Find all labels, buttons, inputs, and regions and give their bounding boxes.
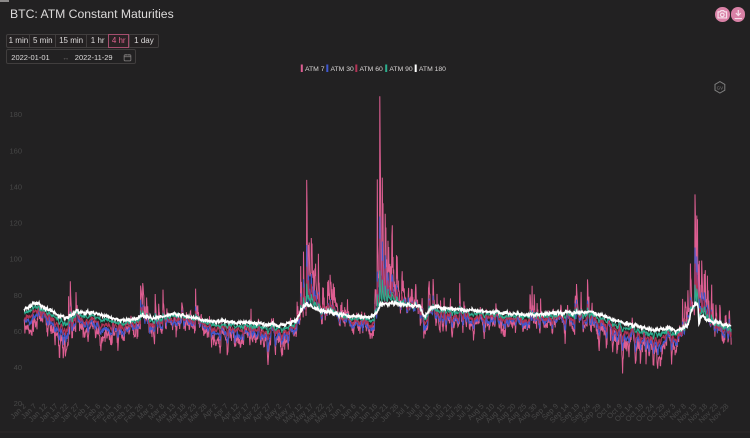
svg-text:180: 180	[9, 110, 22, 119]
svg-text:ATM 60: ATM 60	[360, 66, 384, 73]
svg-text:120: 120	[9, 219, 22, 228]
svg-text:ATM 180: ATM 180	[419, 66, 446, 73]
svg-text:ATM 30: ATM 30	[331, 66, 355, 73]
svg-text:ATM 7: ATM 7	[305, 66, 325, 73]
svg-text:140: 140	[9, 182, 22, 191]
svg-text:GV: GV	[717, 85, 724, 90]
svg-text:80: 80	[14, 291, 22, 300]
svg-text:100: 100	[9, 255, 22, 264]
svg-text:20: 20	[14, 399, 22, 408]
svg-text:40: 40	[14, 363, 22, 372]
svg-text:160: 160	[9, 146, 22, 155]
svg-text:60: 60	[14, 327, 22, 336]
svg-text:ATM 90: ATM 90	[389, 66, 413, 73]
